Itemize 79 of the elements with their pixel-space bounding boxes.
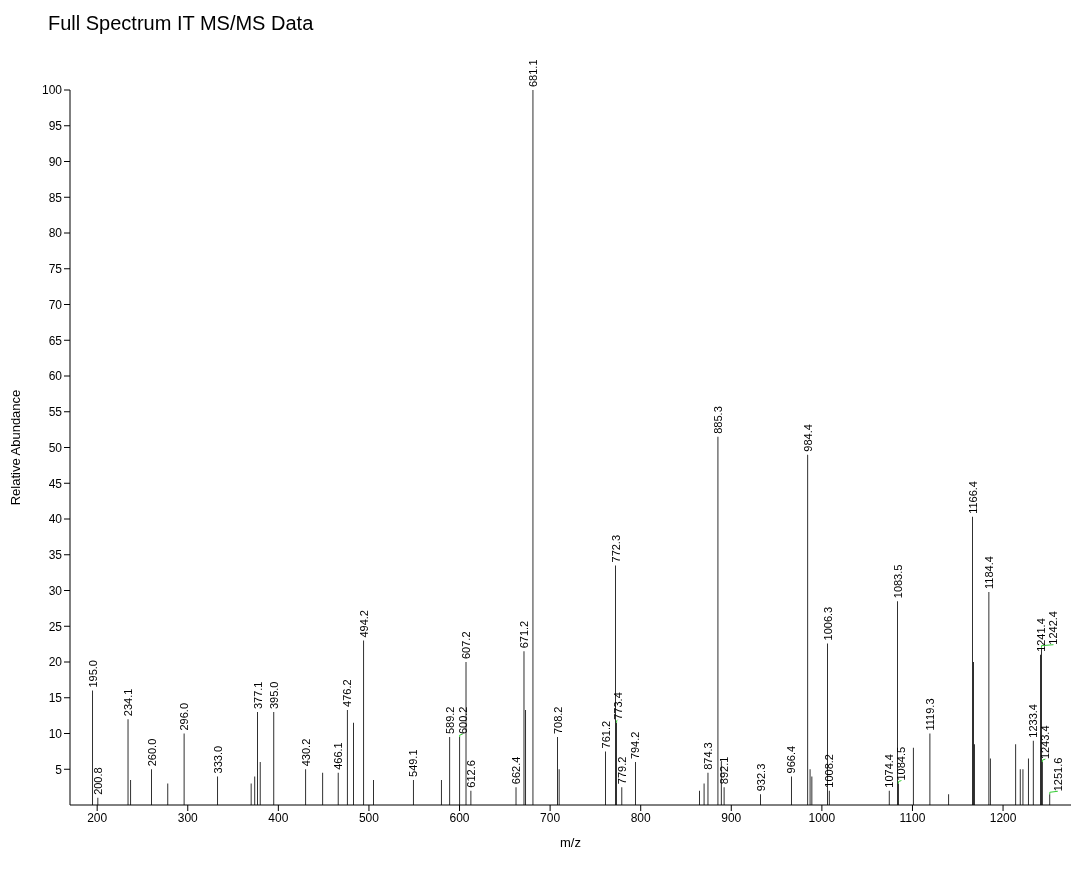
annotation: 1084.5	[895, 746, 908, 781]
annotation: 779.2	[615, 756, 628, 785]
x-tick-label: 1000	[808, 810, 836, 825]
y-tick-label: 20	[48, 655, 63, 670]
annotation: 200.8	[91, 767, 104, 795]
annotation: 708.2	[551, 706, 564, 735]
annotation: 430.2	[299, 738, 312, 767]
annotation: 549.1	[407, 749, 420, 777]
annotation: 1242.4	[1047, 611, 1060, 645]
y-tick-label: 80	[48, 226, 63, 241]
annotation: 1233.4	[1027, 703, 1040, 738]
x-tick-label: 400	[268, 810, 289, 825]
x-tick-label: 600	[449, 810, 470, 825]
annotation: 260.0	[145, 738, 158, 767]
annotation: 395.0	[267, 681, 280, 710]
y-tick-label: 15	[48, 691, 63, 706]
annotation: 600.2	[456, 706, 469, 735]
x-tick-label: 1200	[989, 810, 1017, 825]
x-tick-label: 800	[630, 810, 652, 825]
annotation: 1074.4	[883, 754, 896, 788]
annotation: 466.1	[332, 742, 345, 770]
x-tick-label: 200	[87, 810, 108, 825]
annotation: 662.4	[510, 756, 523, 785]
y-tick-label: 40	[48, 512, 63, 527]
x-tick-label: 300	[177, 810, 199, 825]
y-tick-label: 25	[48, 619, 63, 634]
annotation: 885.3	[711, 406, 724, 434]
x-tick-label: 700	[540, 810, 561, 825]
y-tick-label: 35	[48, 548, 63, 563]
annotation: 234.1	[122, 688, 135, 717]
annotation: 773.4	[611, 692, 624, 720]
annotation: 476.2	[341, 679, 354, 707]
annotation: 892.1	[718, 756, 731, 785]
annotation: 494.2	[357, 610, 370, 638]
annotation: 1166.4	[966, 481, 979, 514]
annotation: 761.2	[599, 720, 612, 749]
annotation: 1119.3	[923, 698, 936, 731]
annotation: 671.2	[518, 620, 531, 649]
y-tick-label: 75	[48, 262, 63, 277]
annotation: 1243.4	[1039, 725, 1052, 760]
annotation: 966.4	[785, 745, 798, 774]
y-tick-label: 10	[48, 726, 63, 741]
annotation: 772.3	[609, 534, 622, 563]
y-tick-label: 65	[48, 333, 63, 348]
chart-title: Full Spectrum IT MS/MS Data	[48, 12, 314, 35]
annotation: 1184.4	[982, 556, 995, 589]
y-axis-title: Relative Abundance	[8, 389, 24, 506]
annotation: 589.2	[443, 706, 456, 735]
y-tick-label: 100	[41, 83, 63, 98]
y-tick-label: 30	[48, 583, 63, 598]
annotation: 984.4	[801, 424, 814, 452]
annotation: 612.6	[464, 760, 477, 788]
y-tick-label: 60	[48, 369, 63, 384]
x-tick-label: 500	[358, 810, 380, 825]
x-axis-title: m/z	[560, 835, 581, 850]
annotation: 296.0	[178, 702, 191, 731]
annotation: 1006.3	[821, 606, 834, 641]
y-tick-label: 85	[48, 190, 63, 205]
annotation: 377.1	[251, 681, 264, 710]
y-tick-label: 55	[48, 405, 63, 420]
y-tick-label: 70	[48, 297, 63, 312]
annotation: 195.0	[86, 660, 99, 688]
y-tick-label: 90	[48, 154, 63, 169]
annotation: 794.2	[629, 731, 642, 760]
annotation: 932.3	[754, 763, 767, 792]
annotation: 1241.4	[1034, 618, 1047, 652]
annotation: 1008.2	[823, 754, 836, 788]
x-tick-label: 900	[721, 810, 742, 825]
y-tick-label: 50	[48, 440, 63, 455]
x-tick-label: 1100	[899, 810, 926, 825]
y-tick-label: 5	[55, 762, 63, 777]
y-tick-label: 95	[48, 119, 63, 134]
annotation: 333.0	[211, 745, 224, 774]
annotation: 1251.6	[1051, 757, 1064, 792]
annotation: 874.3	[702, 742, 715, 770]
annotation: 1083.5	[891, 564, 904, 599]
annotation: 607.2	[460, 631, 473, 659]
y-tick-label: 45	[48, 476, 63, 491]
annotation: 681.1	[527, 59, 539, 87]
